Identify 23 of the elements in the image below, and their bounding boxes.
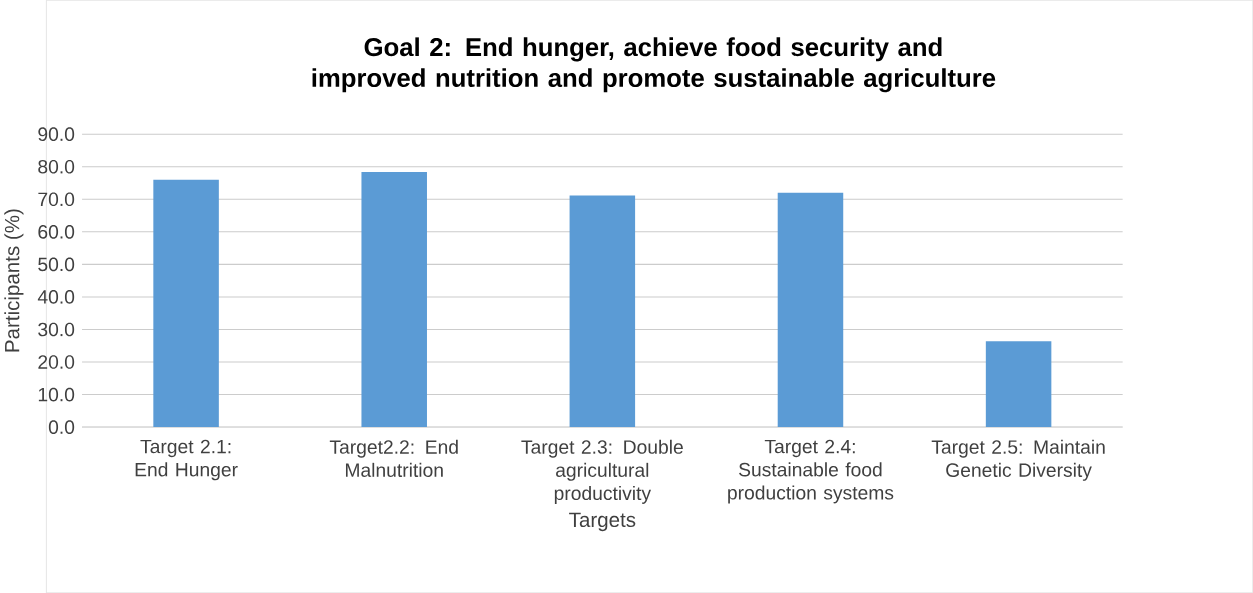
bar	[777, 192, 844, 428]
y-tick-label: 60.0	[38, 224, 75, 239]
bar	[361, 171, 427, 428]
y-tick-label: 0.0	[48, 420, 75, 434]
bar	[569, 195, 636, 428]
bar	[985, 341, 1052, 428]
y-tick-label: 20.0	[38, 355, 75, 369]
x-tick-label: Target 2.1: End Hunger	[135, 439, 238, 481]
x-tick-label: Target 2.3: Double agricultural productivity	[521, 439, 683, 504]
y-tick-label: 50.0	[38, 257, 75, 272]
bar	[153, 179, 219, 428]
y-tick-label: 80.0	[38, 159, 75, 174]
y-tick-label: 10.0	[38, 387, 75, 402]
y-tick-label: 40.0	[37, 290, 75, 304]
y-axis-title: Participants (%)	[4, 209, 24, 352]
x-tick-label: Target2.2: End Malnutrition	[329, 439, 458, 477]
y-tick-label: 70.0	[38, 192, 75, 207]
y-tick-label: 90.0	[38, 127, 75, 141]
y-tick-label: 30.0	[38, 322, 75, 337]
x-tick-label: Target 2.4: Sustainable food production systems	[728, 439, 894, 504]
x-tick-label: Target 2.5: Maintain Genetic Diversity	[931, 439, 1105, 481]
x-axis-title: Targets	[569, 512, 636, 532]
chart-title: Goal 2: End hunger, achieve food security and improved nutrition and promote sustainable agriculture	[312, 37, 996, 93]
